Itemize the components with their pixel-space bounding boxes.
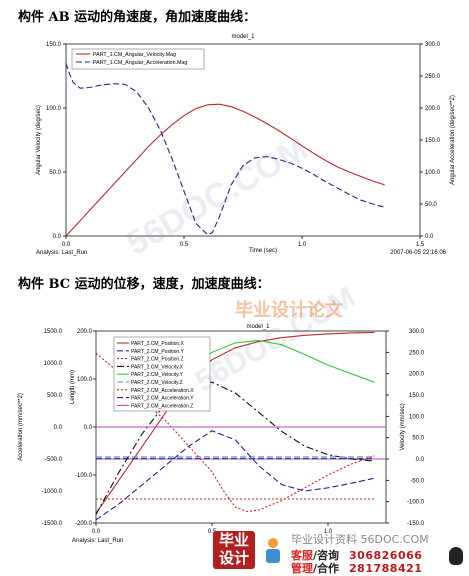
legend-label: PART_1.CM_Angular_Velocity.Mag (93, 52, 176, 58)
outer-y-tick-label: 1000.0 (44, 361, 63, 367)
footer-banner: 毕业 设计 毕业设计资料 56DOC.COM 客服/咨询 306826066 管理… (205, 523, 469, 575)
y2-tick-label: 0.0 (425, 234, 434, 240)
legend-label-2: PART_2.CM_Velocity.X (131, 364, 184, 370)
x-tick-label: 0.0 (62, 242, 71, 248)
y2-tick-label: 200.0 (425, 106, 441, 112)
inner-y-tick-label: -200.0 (75, 521, 93, 527)
x-axis-label: Time (sec) (249, 248, 277, 254)
inner-y-tick-label: -100.0 (75, 473, 93, 479)
chart-title-2: model_1 (246, 324, 270, 330)
legend-label-2: PART_2.CM_Acceleration.Y (131, 396, 194, 402)
angular-velocity-chart: model_10.0 0.5 1.0 1.50.050.0100.0150.00.05… (36, 34, 456, 256)
y2-tick-label-2: 200.0 (409, 372, 425, 378)
mascot-icon (266, 538, 280, 563)
manage-number: 281788421 (349, 562, 423, 575)
y2-tick-label-2: -50.0 (410, 478, 424, 484)
y2-axis-label-2: Velocity (mm/sec) (400, 403, 406, 450)
y2-tick-label: 50.0 (425, 202, 437, 208)
footer-site-text: 毕业设计资料 56DOC.COM (291, 533, 429, 546)
consult-label: /咨询 (313, 549, 340, 562)
outer-y-axis-label: Acceleration (mm/sec**2) (18, 393, 24, 461)
outer-y-tick-label: 500.0 (47, 393, 63, 399)
inner-y-axis-label: Length (mm) (70, 370, 76, 404)
cooperate-label: /合作 (313, 562, 340, 575)
legend-label: PART_1.CM_Angular_Acceleration.Mag (93, 60, 187, 66)
y-tick-label: 100.0 (46, 106, 62, 112)
x-tick-label: 1.0 (298, 242, 307, 248)
outer-y-tick-label: -1000.0 (42, 489, 63, 495)
y2-tick-label: 300.0 (425, 42, 441, 48)
y2-tick-label: 250.0 (425, 74, 441, 80)
x-tick-label: 1.5 (416, 242, 425, 248)
y2-axis-label: Angular Acceleration (deg/sec**2) (450, 95, 456, 185)
chart-2-heading: 构件 BC 运动的位移，速度，加速度曲线： (18, 277, 270, 292)
y2-tick-label-2: 0.0 (416, 457, 425, 463)
y2-tick-label-2: 100.0 (409, 414, 425, 420)
x-tick-label-2: 1.0 (324, 529, 333, 535)
x-tick-label: 0.5 (180, 242, 189, 248)
y-tick-label: 0.0 (53, 234, 62, 240)
service-label: 客服 (291, 549, 313, 562)
y2-tick-label-2: 50.0 (412, 436, 424, 442)
chart-title: model_1 (231, 34, 255, 40)
y2-tick-label: 150.0 (425, 138, 441, 144)
series-2-line-4 (95, 381, 375, 515)
brand-line-2: 设计 (218, 549, 249, 567)
y2-tick-label-2: 250.0 (409, 350, 425, 356)
manage-label: 管理 (291, 562, 313, 575)
y2-tick-label-2: -150.0 (407, 521, 425, 527)
footer-service-row: 客服/咨询 306826066 (291, 547, 422, 563)
legend-label-2: PART_2.CM_Velocity.Z (131, 380, 183, 386)
inner-y-tick-label: 0.0 (84, 425, 93, 431)
outer-y-tick-label: 0.0 (54, 425, 63, 431)
qq-penguin-icon (449, 547, 463, 565)
inner-y-tick-label: 200.0 (77, 329, 93, 335)
outer-y-tick-label: -1500.0 (42, 521, 63, 527)
series-2-line-8 (95, 430, 375, 521)
analysis-label-2: Analysis: Last_Run (72, 538, 123, 544)
chart-1-heading: 构件 AB 运动的角速度，角加速度曲线： (18, 10, 257, 25)
legend-box-2 (113, 336, 211, 412)
legend-label-2: PART_2.CM_Position.Y (131, 349, 185, 355)
inner-y-tick-label: 100.0 (77, 377, 93, 383)
y2-tick-label-2: 150.0 (409, 393, 425, 399)
x-tick-label-2: 0.0 (92, 529, 101, 535)
banner-watermark: 毕业设计论文 (235, 300, 343, 320)
outer-y-tick-label: -500.0 (45, 457, 63, 463)
analysis-label: Analysis: Last_Run (36, 250, 87, 256)
y-tick-label: 50.0 (49, 170, 61, 176)
y2-tick-label-2: 300.0 (409, 329, 425, 335)
legend-label-2: PART_2.CM_Acceleration.Z (131, 403, 193, 409)
y2-tick-label: 100.0 (425, 170, 441, 176)
y2-tick-label-2: -100.0 (407, 500, 425, 506)
brand-line-1: 毕业 (218, 531, 249, 549)
series-line-1 (65, 103, 385, 237)
series-line-2 (65, 63, 385, 236)
legend-label-2: PART_2.CM_Position.Z (131, 357, 184, 363)
series-2-line-1 (95, 331, 375, 514)
y-axis-label: Angular Velocity (deg/sec) (36, 105, 42, 175)
outer-y-tick-label: 1500.0 (44, 329, 63, 335)
timestamp-label: 2007-06-05 22:16:06 (390, 250, 446, 256)
service-number: 306826066 (349, 549, 423, 562)
legend-label-2: PART_2.CM_Velocity.Y (131, 372, 184, 378)
footer-manage-row: 管理/合作 281788421 (291, 560, 422, 576)
legend-label-2: PART_2.CM_Position.X (131, 341, 185, 347)
legend-label-2: PART_2.CM_Acceleration.X (131, 388, 194, 394)
y-tick-label: 150.0 (46, 42, 62, 48)
legend-box (71, 48, 205, 70)
brand-logo: 毕业 设计 (213, 531, 255, 569)
x-tick-label-2: 0.5 (208, 529, 217, 535)
